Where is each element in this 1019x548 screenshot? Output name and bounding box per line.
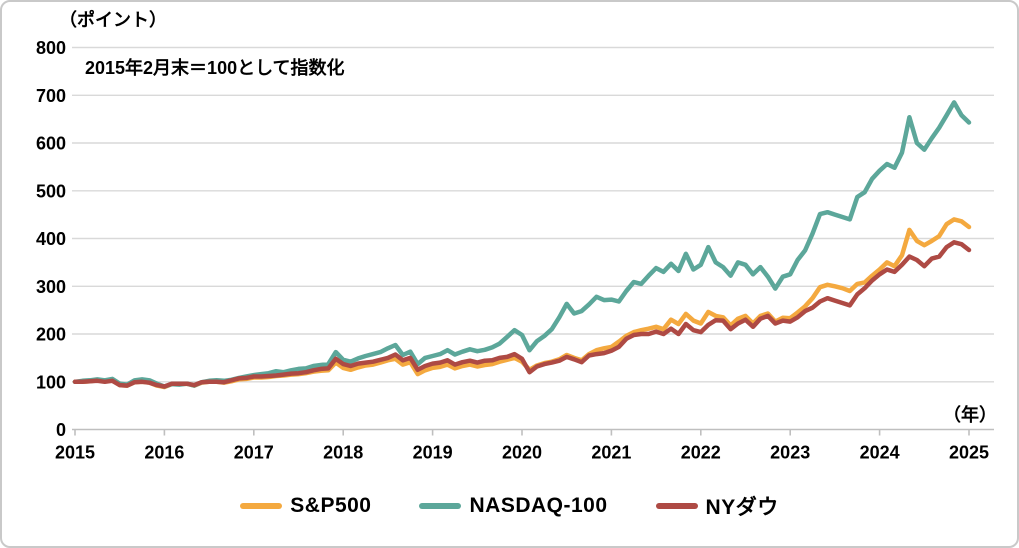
svg-text:600: 600 [36,134,66,154]
legend-label-nydow: NYダウ [705,496,779,519]
legend-line-nydow-icon [655,503,698,509]
svg-text:800: 800 [36,38,66,58]
legend: S&P500 NASDAQ-100 NYダウ [2,491,1017,521]
svg-text:2018: 2018 [323,443,363,463]
svg-text:100: 100 [36,372,66,392]
x-axis-unit-label: （年） [943,405,997,425]
svg-text:2015: 2015 [55,443,95,463]
svg-text:2024: 2024 [860,443,900,463]
legend-label-nasdaq100: NASDAQ-100 [469,494,608,517]
svg-text:700: 700 [36,86,66,106]
svg-text:200: 200 [36,325,66,345]
svg-text:2025: 2025 [949,443,989,463]
legend-item-nydow: NYダウ [655,491,779,521]
svg-text:2021: 2021 [591,443,631,463]
index-base-annotation: 2015年2月末＝100として指数化 [85,58,345,78]
y-axis-unit-label: （ポイント） [59,10,167,30]
svg-text:400: 400 [36,229,66,249]
legend-item-nasdaq100: NASDAQ-100 [419,494,607,518]
legend-line-sp500-icon [240,503,283,509]
svg-text:2023: 2023 [770,443,810,463]
svg-text:2017: 2017 [234,443,274,463]
svg-text:0: 0 [56,420,66,440]
svg-text:2020: 2020 [502,443,542,463]
svg-text:2019: 2019 [413,443,453,463]
svg-text:300: 300 [36,277,66,297]
legend-label-sp500: S&P500 [290,494,372,517]
legend-item-sp500: S&P500 [240,494,371,518]
svg-text:500: 500 [36,181,66,201]
svg-text:2022: 2022 [681,443,721,463]
legend-line-nasdaq100-icon [419,503,462,509]
svg-text:2016: 2016 [144,443,184,463]
